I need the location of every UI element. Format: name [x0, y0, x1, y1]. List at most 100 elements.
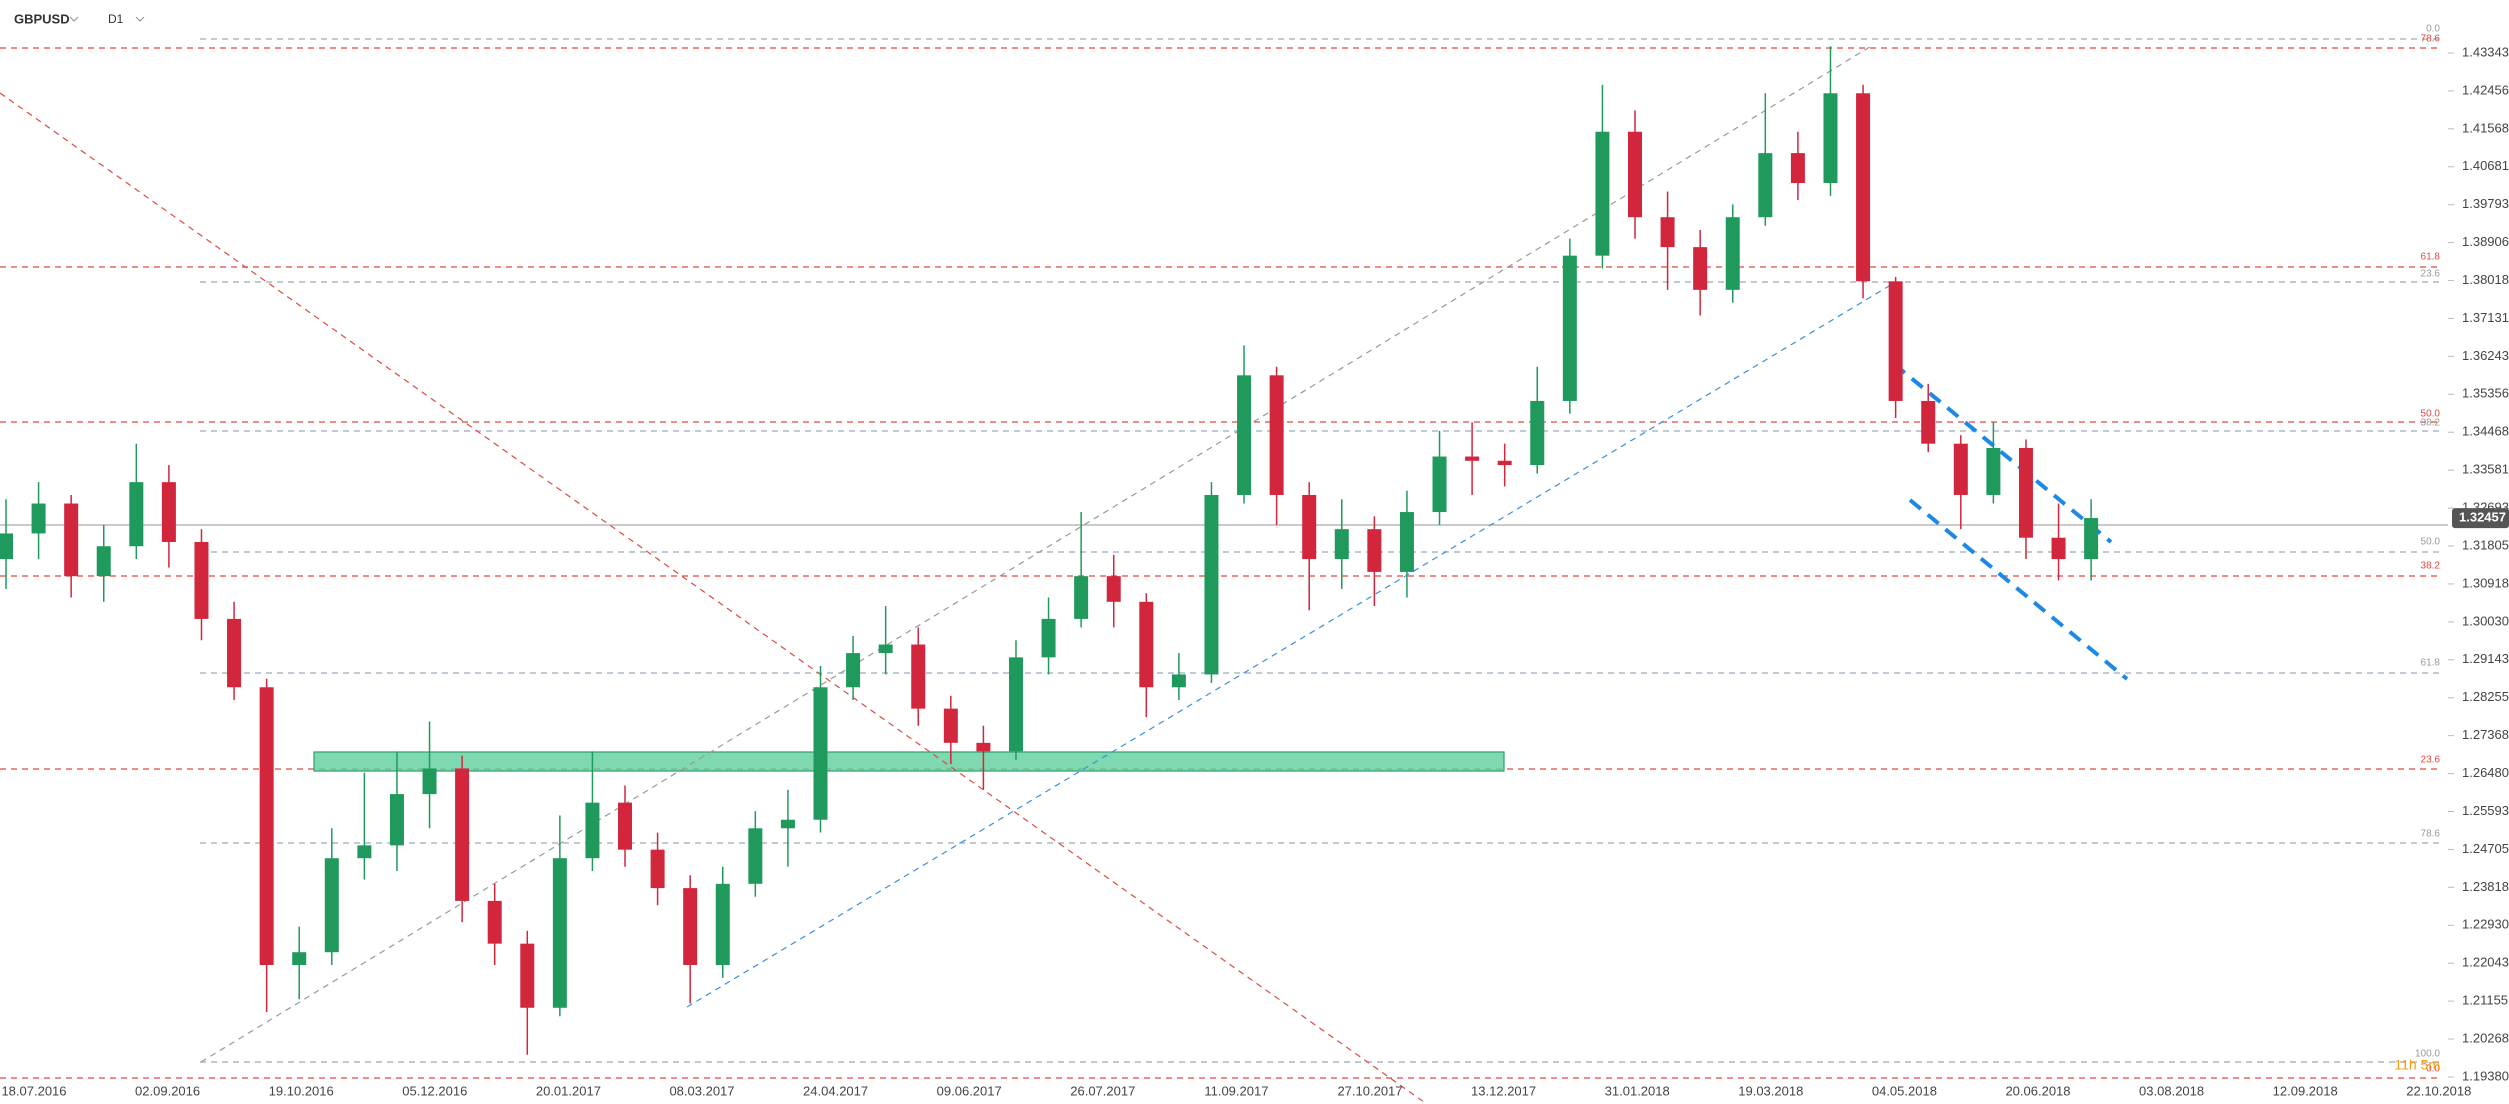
candle-body — [1334, 529, 1349, 560]
candle-body — [1693, 247, 1708, 290]
fib-label: 0.0 — [2426, 24, 2440, 35]
x-tick-label: 27.10.2017 — [1337, 1083, 1402, 1098]
x-tick-label: 24.04.2017 — [803, 1083, 868, 1098]
x-tick-label: 09.06.2017 — [937, 1083, 1002, 1098]
candle-body — [1269, 375, 1284, 495]
x-tick-label: 04.05.2018 — [1872, 1083, 1937, 1098]
candle-body — [1530, 400, 1545, 466]
candle-body — [455, 768, 470, 901]
fib-label: 78.6 — [2421, 34, 2441, 45]
trend-line — [686, 285, 1890, 1008]
trend-line — [200, 44, 1874, 1063]
candle-body — [1041, 618, 1056, 658]
y-tick-label: 1.43343 — [2462, 44, 2509, 59]
candle-body — [2051, 537, 2066, 560]
candle-body — [357, 845, 372, 859]
candle-body — [650, 849, 665, 889]
candle-body — [943, 708, 958, 743]
y-tick-label: 1.35356 — [2462, 386, 2509, 401]
y-tick-label: 1.22930 — [2462, 917, 2509, 932]
x-tick-label: 08.03.2017 — [669, 1083, 734, 1098]
candle-body — [748, 828, 763, 884]
y-tick-label: 1.37131 — [2462, 310, 2509, 325]
candle-body — [1921, 400, 1936, 444]
candle-body — [0, 533, 13, 560]
x-tick-label: 20.01.2017 — [536, 1083, 601, 1098]
y-tick-label: 1.29143 — [2462, 651, 2509, 666]
candle-body — [1856, 93, 1871, 282]
candle-body — [1367, 529, 1382, 572]
x-tick-label: 31.01.2018 — [1605, 1083, 1670, 1098]
x-tick-label: 13.12.2017 — [1471, 1083, 1536, 1098]
y-tick-label: 1.39793 — [2462, 196, 2509, 211]
dropdown-icon[interactable] — [135, 16, 145, 22]
candle-body — [813, 687, 828, 820]
x-tick-label: 26.07.2017 — [1070, 1083, 1135, 1098]
candle-body — [161, 482, 176, 542]
price-axis: 1.43343 1.42456 1.41568 1.40681 1.39793 1.389… — [1, 24, 2509, 1098]
candle-body — [292, 952, 307, 966]
candle-body — [1986, 447, 2001, 495]
y-tick-label: 1.38906 — [2462, 234, 2509, 249]
y-tick-label: 1.22043 — [2462, 955, 2509, 970]
candle-body — [1628, 131, 1642, 218]
fib-label: 50.0 — [2421, 537, 2441, 548]
fib-label: 23.6 — [2421, 269, 2441, 280]
candle-body — [422, 768, 437, 795]
candle-body — [1139, 601, 1154, 688]
candle-body — [520, 943, 535, 1008]
x-tick-label: 20.06.2018 — [2005, 1083, 2070, 1098]
candle-body — [1888, 281, 1903, 401]
fib-label: 23.6 — [2421, 755, 2441, 766]
candle-body — [31, 503, 46, 534]
y-tick-label: 1.24705 — [2462, 841, 2509, 856]
candle-body — [1790, 153, 1805, 184]
candle-body — [2084, 518, 2099, 560]
candle-body — [715, 883, 730, 966]
last-price-tag — [2452, 508, 2509, 529]
candle-body — [1204, 494, 1219, 675]
dropdown-icon[interactable] — [69, 16, 79, 22]
x-tick-label: 22.10.2018 — [2406, 1083, 2471, 1098]
candle-body — [1465, 456, 1480, 461]
candle-body — [846, 653, 861, 688]
fib-label: 78.6 — [2421, 829, 2441, 840]
candle-body — [129, 482, 144, 547]
y-tick-label: 1.21155 — [2462, 993, 2508, 1008]
x-tick-label: 19.10.2016 — [269, 1083, 334, 1098]
candle-body — [1237, 375, 1252, 495]
y-tick-label: 1.33581 — [2462, 462, 2509, 477]
last-price-label: 1.32457 — [2459, 510, 2506, 525]
candle-body — [1725, 217, 1740, 290]
candle-body — [487, 900, 502, 944]
candle-body — [1497, 460, 1512, 466]
y-tick-label: 1.36243 — [2462, 348, 2509, 363]
fib-label: 38.2 — [2421, 418, 2441, 429]
candle-body — [1008, 657, 1023, 752]
candle-body — [1399, 512, 1414, 572]
timeframe[interactable]: D1 — [108, 12, 124, 26]
y-tick-label: 1.23818 — [2462, 879, 2509, 894]
candles — [0, 46, 2099, 1055]
fib-label: 61.8 — [2421, 252, 2441, 263]
support-zone — [313, 751, 1505, 772]
x-tick-label: 02.09.2016 — [135, 1083, 200, 1098]
y-tick-label: 1.31805 — [2462, 537, 2509, 552]
y-tick-label: 1.28255 — [2462, 689, 2509, 704]
channel-line — [1908, 498, 2129, 681]
y-tick-label: 1.20268 — [2462, 1030, 2509, 1045]
symbol[interactable]: GBPUSD — [14, 11, 70, 26]
candle-body — [389, 794, 404, 846]
drawings — [0, 38, 2448, 1104]
candle-body — [1953, 443, 1968, 495]
candle-body — [878, 644, 893, 654]
y-tick-label: 1.30030 — [2462, 613, 2509, 628]
y-tick-label: 1.19380 — [2462, 1068, 2509, 1083]
candle-body — [618, 802, 633, 850]
candle-body — [1302, 494, 1317, 560]
candle-body — [911, 644, 926, 709]
candle-body — [2018, 447, 2033, 538]
y-tick-label: 1.41568 — [2462, 120, 2509, 135]
candle-body — [1758, 153, 1773, 218]
